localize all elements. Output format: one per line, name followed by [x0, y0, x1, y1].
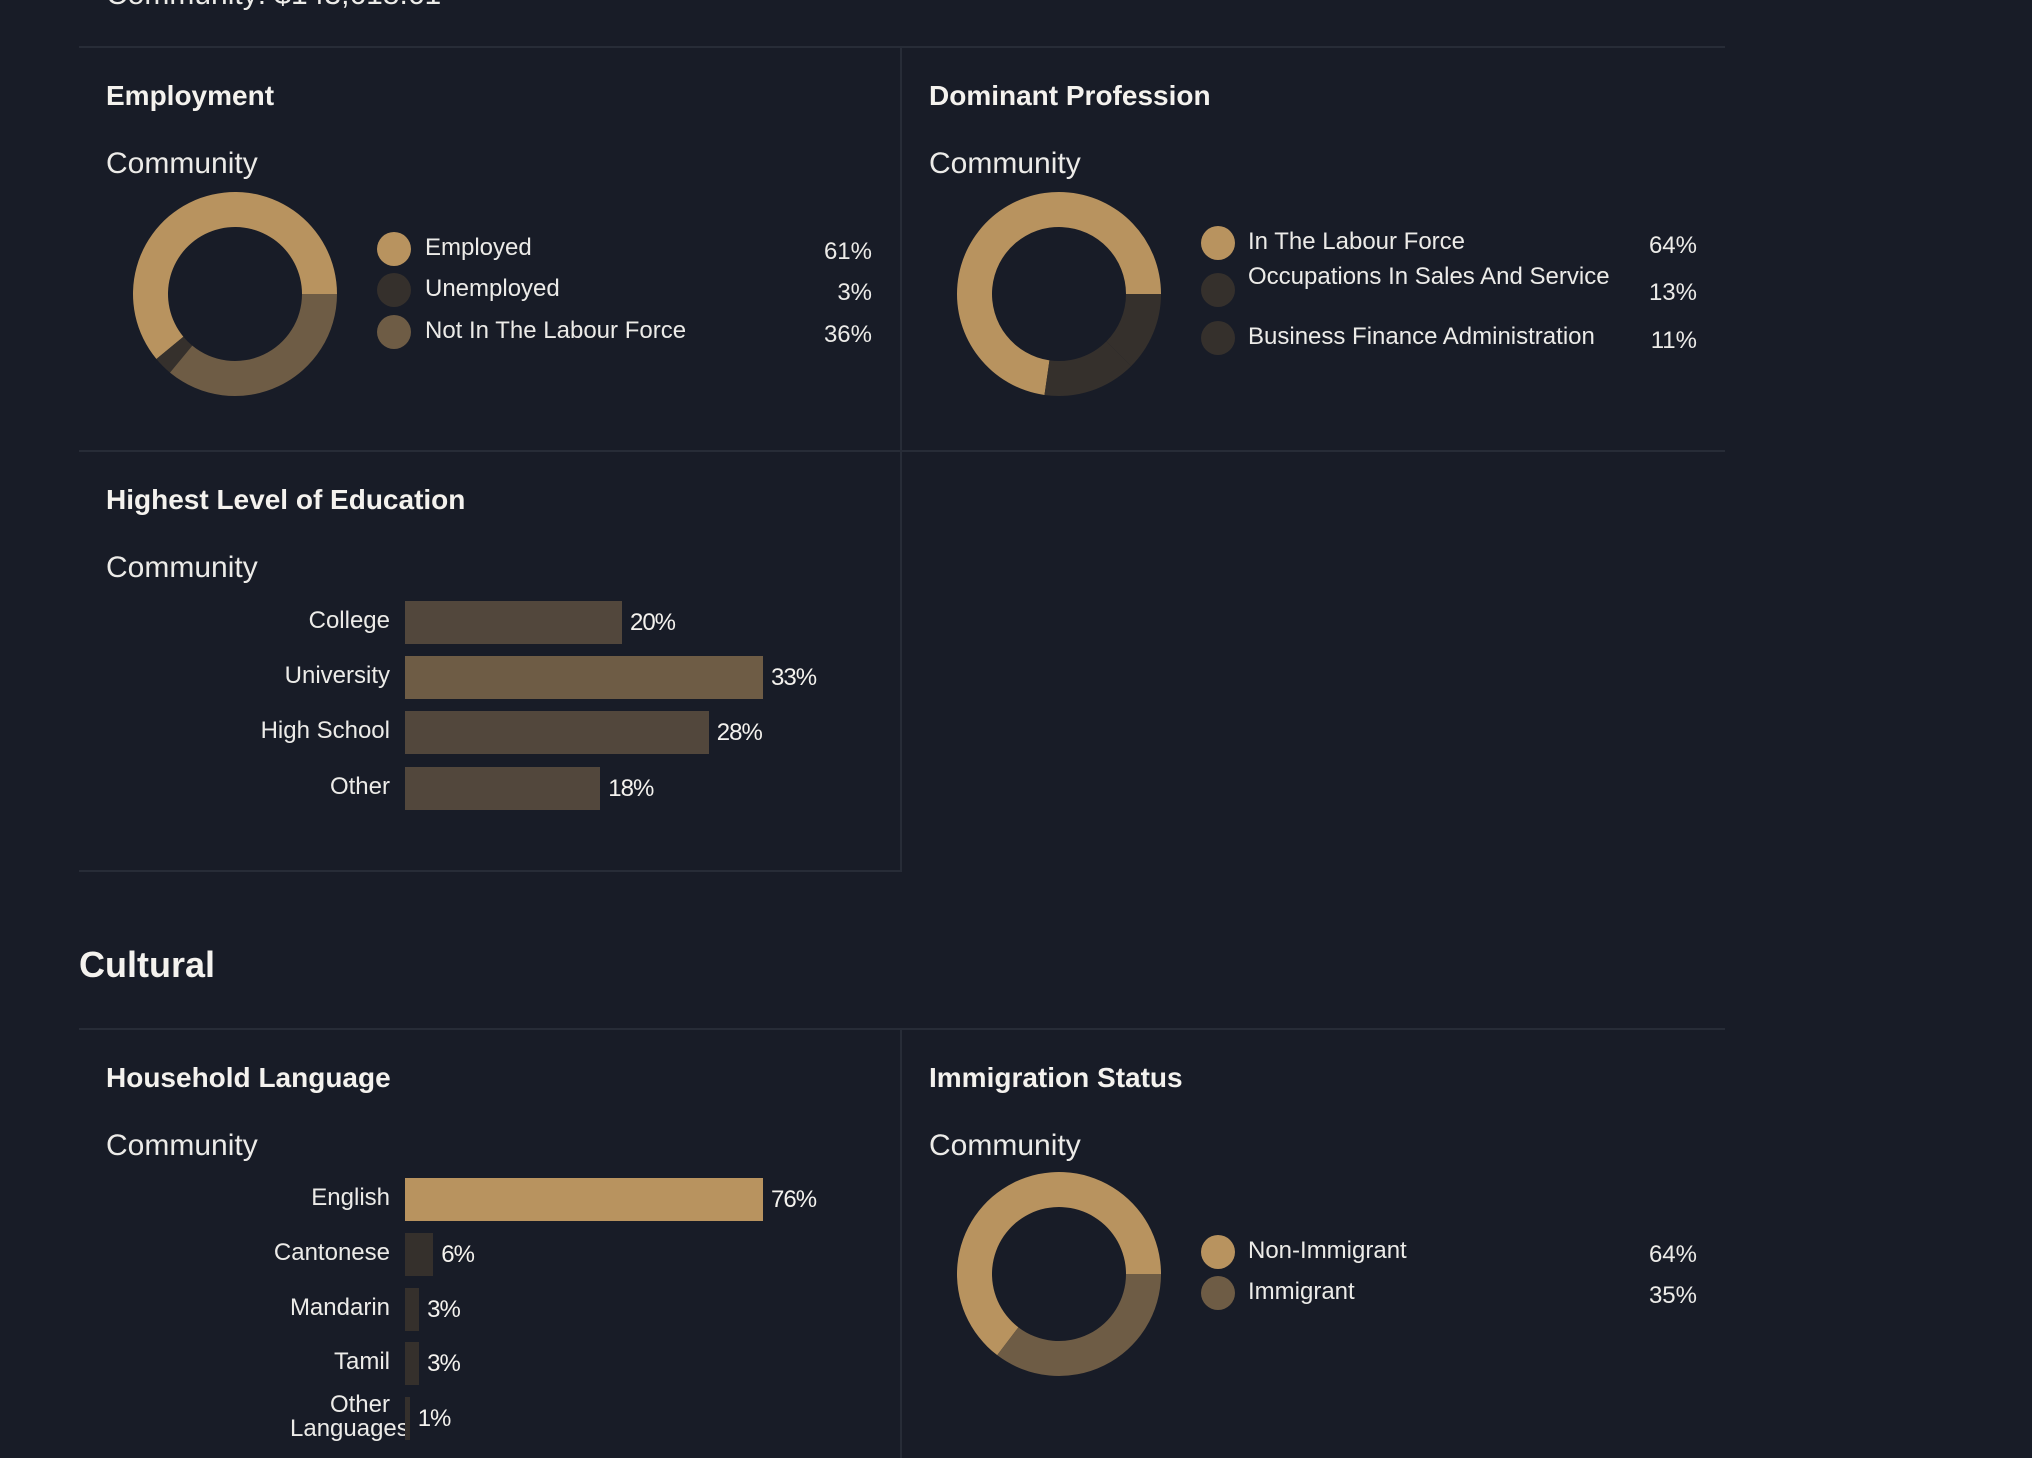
legend-swatch: [1201, 273, 1235, 307]
bar-value-label: 20%: [629, 609, 676, 636]
legend-label: Occupations In Sales And Service: [1248, 263, 1610, 290]
bar: [405, 1233, 434, 1276]
bar-label: Other Languages: [290, 1391, 409, 1442]
legend-label: Immigrant: [1248, 1278, 1355, 1305]
bar-label: English: [311, 1184, 390, 1211]
card-title: Employment: [106, 80, 275, 111]
bar-label: Cantonese: [273, 1239, 390, 1266]
profession-slice-2: [1106, 294, 1161, 367]
card-title: Dominant Profession: [929, 80, 1211, 111]
bar: [405, 1178, 763, 1221]
legend-swatch: [1201, 226, 1235, 260]
legend-value: 61%: [823, 238, 872, 265]
bar-label: High School: [260, 717, 390, 744]
divider: [79, 870, 902, 872]
card-subtitle: Community: [929, 147, 1081, 180]
bar-value-label: 6%: [441, 1241, 475, 1268]
legend-swatch: [377, 315, 411, 349]
legend-value: 13%: [1648, 279, 1697, 306]
immigration-slice-0: [957, 1172, 1161, 1356]
divider: [79, 46, 1725, 48]
bar-value-label: 33%: [771, 664, 817, 691]
card-title: Immigration Status: [929, 1062, 1183, 1093]
divider: [900, 46, 902, 871]
profession-slice-1: [1044, 341, 1132, 397]
bar: [405, 601, 622, 644]
bar-label: Mandarin: [289, 1294, 390, 1321]
legend-label: Employed: [425, 234, 532, 261]
bar: [405, 656, 763, 699]
bar: [405, 767, 601, 810]
bar-label: University: [284, 662, 390, 689]
card-subtitle: Community: [106, 147, 258, 180]
immigration-slice-1: [997, 1274, 1161, 1376]
bar-value-label: 28%: [716, 719, 763, 746]
divider: [79, 450, 1725, 452]
card-title: Highest Level of Education: [106, 484, 466, 515]
bar: [405, 1342, 420, 1385]
divider: [900, 1028, 902, 1458]
employment-slice-2: [169, 294, 337, 396]
card-subtitle: Community: [929, 1129, 1081, 1162]
income-summary-partial: Community: $143,618.61: [106, 0, 441, 12]
bar-value-label: 76%: [771, 1186, 817, 1213]
legend-label: Non-Immigrant: [1248, 1237, 1407, 1264]
employment-slice-1: [156, 336, 193, 373]
legend-value: 64%: [1648, 232, 1697, 259]
legend-value: 36%: [823, 321, 872, 348]
section-heading-cultural: Cultural: [79, 944, 216, 985]
bar-value-label: 1%: [417, 1405, 452, 1432]
legend-swatch: [377, 232, 411, 266]
card-subtitle: Community: [106, 551, 258, 584]
bar-value-label: 3%: [427, 1296, 461, 1323]
card-subtitle: Community: [106, 1129, 258, 1162]
legend-label: In The Labour Force: [1248, 228, 1466, 255]
bar-label: Other: [329, 773, 390, 800]
divider: [79, 1028, 1725, 1030]
card-title: Household Language: [106, 1062, 391, 1093]
profession-slice-0: [957, 192, 1161, 395]
employment-slice-0: [133, 192, 337, 360]
legend-swatch: [1201, 1276, 1235, 1310]
legend-swatch: [1201, 1235, 1235, 1269]
bar-value-label: 3%: [427, 1350, 461, 1377]
bar: [405, 1397, 410, 1440]
bar-value-label: 18%: [608, 775, 654, 802]
bar-label: College: [308, 607, 390, 634]
legend-label: Business Finance Administration: [1248, 323, 1595, 350]
legend-value: 35%: [1648, 1282, 1697, 1309]
bar-label: Tamil: [333, 1348, 390, 1375]
legend-label: Not In The Labour Force: [425, 317, 687, 344]
legend-value: 64%: [1648, 1241, 1697, 1268]
legend-value: 11%: [1650, 327, 1697, 354]
bar: [405, 1288, 420, 1331]
bar: [405, 711, 709, 754]
legend-value: 3%: [837, 279, 872, 306]
legend-swatch: [1201, 321, 1235, 355]
legend-swatch: [377, 273, 411, 307]
legend-label: Unemployed: [425, 275, 560, 302]
